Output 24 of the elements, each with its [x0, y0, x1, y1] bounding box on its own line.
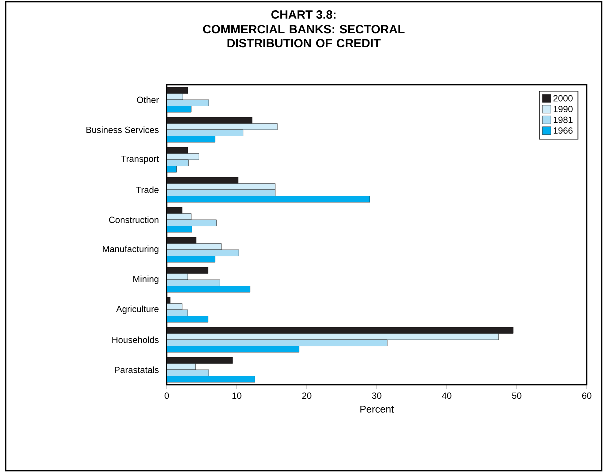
legend-label: 1966 — [554, 128, 573, 134]
chart-title: CHART 3.8: — [272, 10, 336, 19]
legend-label: 2000 — [554, 95, 573, 102]
y-tick-label: Mining — [134, 276, 159, 284]
y-tick-label: Manufacturing — [103, 246, 159, 254]
x-tick-label: 40 — [442, 392, 452, 400]
y-tick-label: Construction — [109, 216, 159, 224]
x-tick-label: 0 — [164, 392, 170, 400]
y-tick-label: Agriculture — [116, 306, 159, 314]
x-tick-label: 20 — [302, 392, 312, 400]
y-tick-label: Business Services — [86, 126, 159, 134]
legend-label: 1981 — [554, 116, 573, 124]
y-tick-label: Households — [112, 336, 159, 344]
y-tick-label: Parastatals — [115, 366, 159, 374]
legend-label: 1990 — [554, 106, 573, 112]
x-tick-label: 10 — [232, 392, 242, 400]
x-tick-label: 50 — [512, 392, 522, 400]
y-tick-label: Trade — [136, 186, 159, 194]
y-tick-label: Transport — [121, 156, 160, 164]
y-tick-label: Other — [137, 96, 160, 104]
x-tick-label: 30 — [372, 392, 382, 400]
chart-subtitle: COMMERCIAL BANKS: SECTORAL DISTRIBUTION OF CREDIT — [203, 25, 405, 48]
x-axis-title: Percent — [360, 406, 394, 413]
x-tick-label: 60 — [582, 392, 592, 400]
